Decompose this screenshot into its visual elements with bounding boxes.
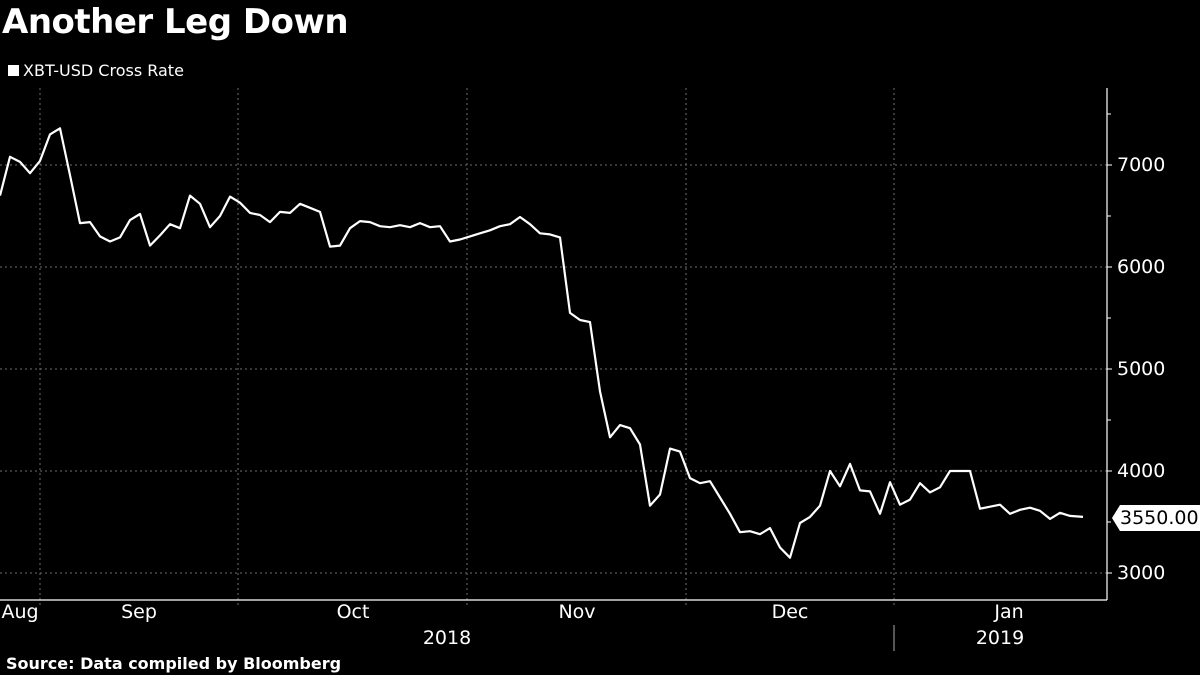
grid-lines	[0, 88, 1107, 606]
x-tick-label: Oct	[336, 601, 370, 623]
source-note: Source: Data compiled by Bloomberg	[6, 654, 342, 673]
x-tick-label: Aug	[1, 601, 39, 623]
year-label: 2018	[422, 627, 472, 649]
year-label: 2019	[975, 627, 1025, 649]
legend-swatch-icon	[8, 65, 19, 76]
x-tick-label: Dec	[771, 601, 809, 623]
legend-label: XBT-USD Cross Rate	[23, 61, 184, 80]
y-tick-label: 5000	[1117, 358, 1166, 380]
x-tick-label: Sep	[121, 601, 157, 623]
price-line	[0, 127, 1084, 559]
y-tick-label: 6000	[1117, 256, 1166, 278]
y-tick-label: 3000	[1117, 562, 1166, 584]
x-tick-label: Jan	[994, 601, 1024, 623]
chart-title: Another Leg Down	[2, 2, 349, 42]
y-tick-label: 4000	[1117, 460, 1166, 482]
axes	[0, 88, 1112, 651]
y-tick-label: 7000	[1117, 154, 1166, 176]
last-value-badge: 3550.00	[1112, 505, 1200, 531]
x-tick-label: Nov	[558, 601, 596, 623]
legend: XBT-USD Cross Rate	[8, 61, 184, 80]
